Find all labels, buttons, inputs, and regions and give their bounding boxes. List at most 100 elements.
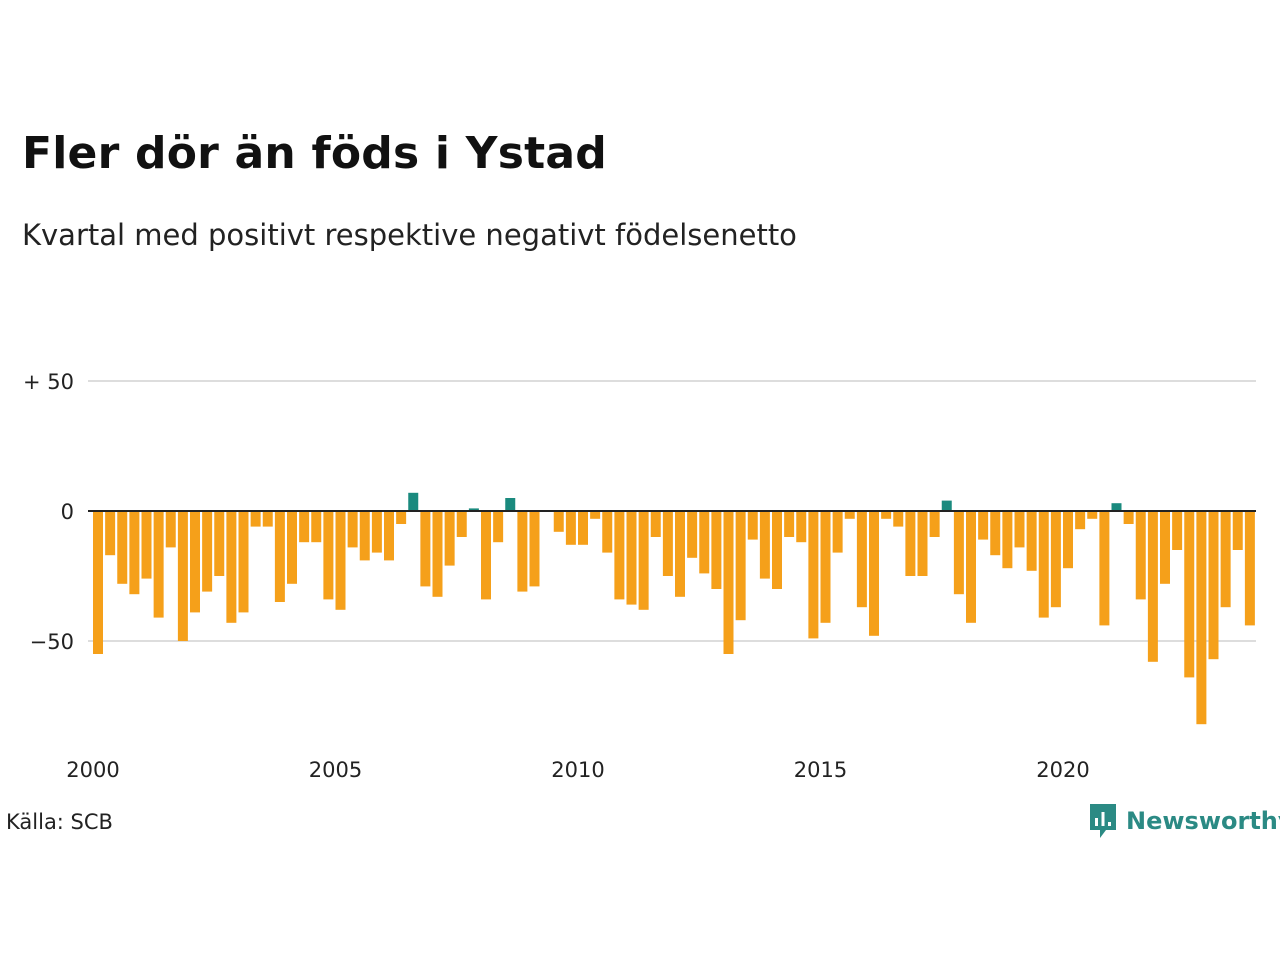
bar-negative bbox=[1002, 511, 1013, 569]
bar-negative bbox=[614, 511, 625, 600]
bar-negative bbox=[735, 511, 746, 621]
bar-negative bbox=[953, 511, 964, 595]
bar-positive bbox=[1111, 503, 1122, 511]
bar-negative bbox=[177, 511, 188, 641]
bar-negative bbox=[856, 511, 867, 608]
bar-negative bbox=[1147, 511, 1158, 662]
bar-negative bbox=[1099, 511, 1110, 626]
bar-negative bbox=[141, 511, 152, 579]
bar-negative bbox=[456, 511, 467, 537]
bar-negative bbox=[759, 511, 770, 579]
bar-negative bbox=[905, 511, 916, 576]
bar-negative bbox=[202, 511, 213, 592]
brand-name: Newsworthy bbox=[1126, 807, 1280, 835]
bar-negative bbox=[893, 511, 904, 527]
bar-negative bbox=[978, 511, 989, 540]
bar-negative bbox=[238, 511, 249, 613]
bar-positive bbox=[941, 500, 952, 511]
bar-negative bbox=[1050, 511, 1061, 608]
bar-negative bbox=[687, 511, 698, 558]
bar-negative bbox=[371, 511, 382, 553]
bar-negative bbox=[966, 511, 976, 623]
bar-negative bbox=[420, 511, 431, 587]
bar-negative bbox=[396, 511, 407, 524]
y-axis-ticks: + 50 0 −50 bbox=[23, 370, 74, 654]
grid-lines bbox=[88, 380, 1256, 642]
bar-negative bbox=[662, 511, 673, 576]
bar-negative bbox=[917, 511, 928, 576]
y-tick-label: + 50 bbox=[23, 370, 74, 394]
bar-negative bbox=[359, 511, 370, 561]
brand-logo: Newsworthy bbox=[1088, 802, 1280, 840]
bar-negative bbox=[626, 511, 637, 605]
bar-negative bbox=[869, 511, 879, 636]
bar-negative bbox=[820, 511, 831, 623]
bar-negative bbox=[1232, 511, 1243, 550]
bar-negative bbox=[190, 511, 200, 613]
bar-negative bbox=[699, 511, 710, 574]
bar-negative bbox=[1160, 511, 1170, 584]
bar-negative bbox=[747, 511, 758, 540]
bar-negative bbox=[274, 511, 285, 602]
bar-negative bbox=[153, 511, 164, 618]
bar-negative bbox=[929, 511, 940, 537]
bar-negative bbox=[1026, 511, 1037, 571]
bar-negative bbox=[1208, 511, 1219, 660]
bar-negative bbox=[529, 511, 540, 587]
bar-positive bbox=[505, 498, 516, 511]
bar-negative bbox=[796, 511, 807, 543]
bar-negative bbox=[129, 511, 140, 595]
bar-positive bbox=[468, 508, 479, 511]
bar-negative bbox=[1063, 511, 1073, 569]
chart-subtitle: Kvartal med positivt respektive negativt… bbox=[22, 218, 797, 252]
bar-negative bbox=[335, 511, 346, 610]
bar-negative bbox=[578, 511, 588, 545]
bar-negative bbox=[723, 511, 734, 654]
y-tick-label: −50 bbox=[30, 630, 74, 654]
x-axis-ticks: 2000 2005 2010 2015 2020 bbox=[66, 758, 1089, 782]
bar-negative bbox=[347, 511, 358, 548]
bar-negative bbox=[1196, 511, 1207, 725]
x-tick-label: 2000 bbox=[66, 758, 119, 782]
bar-negative bbox=[844, 511, 855, 519]
bar-negative bbox=[565, 511, 576, 545]
bar-negative bbox=[772, 511, 782, 589]
bar-negative bbox=[165, 511, 176, 548]
newsworthy-logo-icon bbox=[1090, 804, 1116, 838]
bar-negative bbox=[711, 511, 722, 589]
bar-negative bbox=[262, 511, 273, 527]
bar-negative bbox=[1220, 511, 1231, 608]
bar-negative bbox=[117, 511, 128, 584]
bar-negative bbox=[784, 511, 795, 537]
bar-negative bbox=[1087, 511, 1098, 519]
source-note: Källa: SCB bbox=[6, 810, 113, 834]
bar-negative bbox=[493, 511, 504, 543]
chart-title: Fler dör än föds i Ystad bbox=[22, 128, 607, 179]
bar-negative bbox=[105, 511, 116, 556]
bar-negative bbox=[1184, 511, 1195, 678]
bar-negative bbox=[638, 511, 649, 610]
bar-negative bbox=[590, 511, 601, 519]
bar-negative bbox=[444, 511, 455, 566]
bar-negative bbox=[1172, 511, 1183, 550]
x-tick-label: 2010 bbox=[551, 758, 604, 782]
bar-negative bbox=[1135, 511, 1146, 600]
bar-negative bbox=[1014, 511, 1025, 548]
x-tick-label: 2005 bbox=[309, 758, 362, 782]
bar-negative bbox=[299, 511, 310, 543]
bar-chart: + 50 0 −50 2000 2005 2010 2015 2020 bbox=[23, 370, 1256, 782]
bar-negative bbox=[432, 511, 443, 597]
bar-negative bbox=[517, 511, 528, 592]
bar-negative bbox=[650, 511, 661, 537]
x-tick-label: 2015 bbox=[794, 758, 847, 782]
bar-negative bbox=[1075, 511, 1086, 530]
bar-negative bbox=[881, 511, 892, 519]
bar-negative bbox=[287, 511, 297, 584]
bar-negative bbox=[832, 511, 843, 553]
bar-negative bbox=[990, 511, 1001, 556]
bar-negative bbox=[553, 511, 564, 532]
bar-negative bbox=[1244, 511, 1255, 626]
bar-negative bbox=[226, 511, 237, 623]
bar-negative bbox=[323, 511, 334, 600]
bar-negative bbox=[214, 511, 225, 576]
